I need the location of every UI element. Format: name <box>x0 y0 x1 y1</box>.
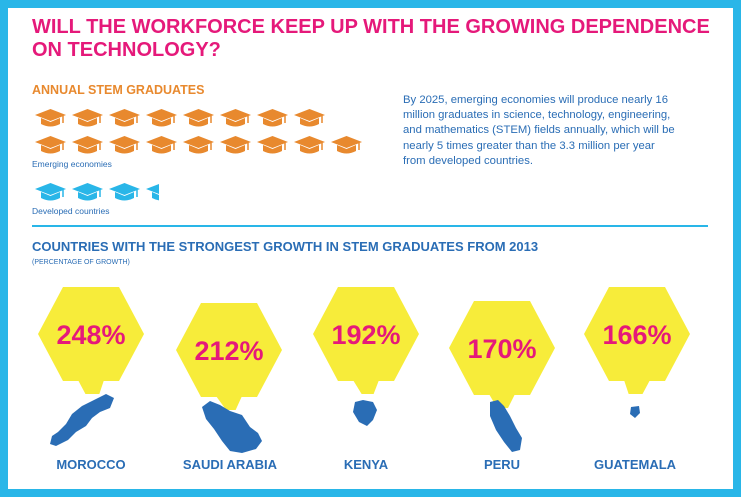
orange-grad-cap-icon <box>219 135 256 155</box>
orange-grad-cap-icon <box>108 108 145 128</box>
country-guatemala-hexagon: 166% <box>582 284 692 394</box>
developed-countries-label: Developed countries <box>32 206 110 216</box>
country-name-kenya: KENYA <box>343 457 389 472</box>
emerging-caps-row-1 <box>34 108 330 128</box>
orange-grad-cap-icon <box>293 135 330 155</box>
growth-value-peru: 170% <box>467 334 537 364</box>
orange-grad-cap-icon <box>330 135 367 155</box>
orange-grad-cap-icon <box>219 108 256 128</box>
blue-grad-cap-icon <box>34 182 71 202</box>
growth-subheading: (PERCENTAGE OF GROWTH) <box>32 259 130 266</box>
growth-value-saudi-arabia: 212% <box>194 336 264 366</box>
orange-grad-cap-icon <box>256 108 293 128</box>
growth-value-kenya: 192% <box>331 320 401 350</box>
country-name-peru: PERU <box>483 457 521 472</box>
growth-value-guatemala: 166% <box>602 320 672 350</box>
orange-grad-cap-icon <box>34 108 71 128</box>
country-name-guatemala: GUATEMALA <box>593 457 677 472</box>
orange-grad-cap-icon <box>145 108 182 128</box>
orange-grad-cap-icon <box>182 135 219 155</box>
section-divider <box>32 225 708 227</box>
stem-graduates-heading: ANNUAL STEM GRADUATES <box>32 83 205 97</box>
morocco-map-icon <box>50 394 114 446</box>
blue-grad-cap-icon <box>108 182 145 202</box>
country-name-saudi-arabia: SAUDI ARABIA <box>182 457 278 472</box>
orange-grad-cap-icon <box>182 108 219 128</box>
emerging-economies-label: Emerging economies <box>32 159 112 169</box>
infographic-card: WILL THE WORKFORCE KEEP UP WITH THE GROW… <box>8 8 733 489</box>
peru-map-icon <box>490 400 522 452</box>
growth-heading: COUNTRIES WITH THE STRONGEST GROWTH IN S… <box>32 239 539 254</box>
blue-grad-cap-icon <box>71 182 108 202</box>
orange-grad-cap-icon <box>34 135 71 155</box>
orange-grad-cap-icon <box>145 135 182 155</box>
country-morocco-hexagon: 248% <box>36 284 146 394</box>
orange-grad-cap-icon <box>71 108 108 128</box>
saudi-arabia-map-icon <box>202 401 262 453</box>
developed-caps-row <box>34 182 159 202</box>
growth-value-morocco: 248% <box>56 320 126 350</box>
orange-grad-cap-icon <box>71 135 108 155</box>
country-peru-hexagon: 170% <box>447 298 557 408</box>
page-title: WILL THE WORKFORCE KEEP UP WITH THE GROW… <box>32 16 710 61</box>
country-saudi-arabia-hexagon: 212% <box>174 300 284 410</box>
orange-grad-cap-icon <box>256 135 293 155</box>
country-name-morocco: MOROCCO <box>56 457 126 472</box>
emerging-caps-row-2 <box>34 135 367 155</box>
blue-grad-cap-partial-icon <box>145 182 159 202</box>
kenya-map-icon <box>353 400 377 426</box>
guatemala-map-icon <box>630 406 640 418</box>
orange-grad-cap-icon <box>108 135 145 155</box>
orange-grad-cap-icon <box>293 108 330 128</box>
country-kenya-hexagon: 192% <box>311 284 421 394</box>
info-text: By 2025, emerging economies will produce… <box>403 94 675 167</box>
